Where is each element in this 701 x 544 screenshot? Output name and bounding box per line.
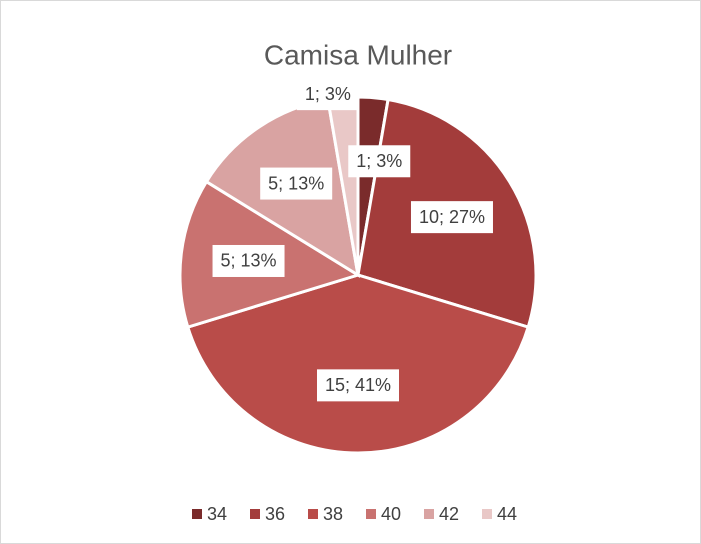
- data-label-box: [212, 244, 285, 277]
- data-label: 15; 41%: [325, 375, 391, 395]
- legend-label: 42: [439, 504, 459, 524]
- legend-swatch: [424, 509, 434, 519]
- data-label: 10; 27%: [419, 207, 485, 227]
- legend-swatch: [482, 509, 492, 519]
- legend-swatch: [366, 509, 376, 519]
- legend-label: 34: [207, 504, 227, 524]
- data-label: 1; 3%: [356, 151, 402, 171]
- legend-swatch: [250, 509, 260, 519]
- legend-swatch: [308, 509, 318, 519]
- legend-label: 38: [323, 504, 343, 524]
- data-label: 5; 13%: [268, 173, 324, 193]
- pie-slice: [185, 273, 531, 455]
- data-label-box: [410, 201, 493, 234]
- legend-label: 40: [381, 504, 401, 524]
- data-label-box: [260, 167, 333, 200]
- data-label-box: [348, 145, 411, 178]
- data-label: 5; 13%: [221, 251, 277, 271]
- data-label: 1; 3%: [305, 84, 351, 104]
- data-label-box: [317, 369, 399, 402]
- chart-title: Camisa Mulher: [264, 39, 452, 70]
- legend-label: 36: [265, 504, 285, 524]
- data-label-box: [296, 78, 359, 111]
- legend-swatch: [192, 509, 202, 519]
- legend-label: 44: [497, 504, 517, 524]
